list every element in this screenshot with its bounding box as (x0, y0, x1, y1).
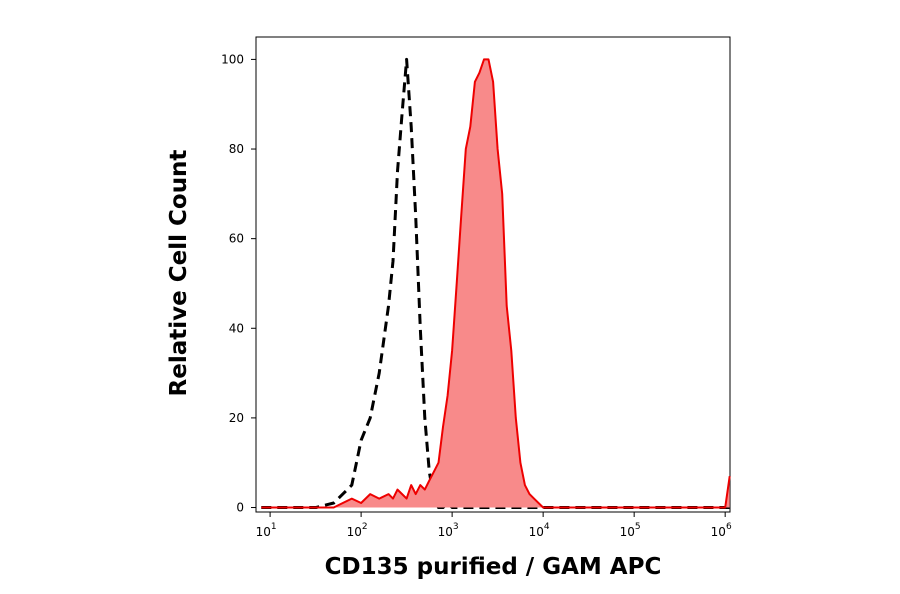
x-tick-label: 103 (438, 522, 459, 539)
y-tick-label: 0 (236, 501, 244, 515)
x-tick-base: 10 (711, 525, 726, 539)
x-tick-label: 102 (347, 522, 368, 539)
x-tick-label: 105 (620, 522, 641, 539)
x-tick-base: 10 (620, 525, 635, 539)
y-tick-label: 20 (229, 411, 244, 425)
x-tick-exponent: 5 (635, 522, 641, 532)
x-tick-exponent: 2 (362, 522, 368, 532)
y-axis-title: Relative Cell Count (166, 150, 192, 397)
x-tick-label: 106 (711, 522, 732, 539)
histogram-line (261, 58, 731, 509)
area-fill (261, 59, 730, 508)
y-tick-label: 60 (229, 232, 244, 246)
x-tick-exponent: 6 (726, 522, 732, 532)
x-tick-exponent: 3 (453, 522, 459, 532)
plot-frame (255, 36, 731, 513)
y-tick-label: 40 (229, 321, 244, 335)
x-tick-base: 10 (529, 525, 544, 539)
y-tick-label: 100 (221, 52, 244, 66)
y-tick-label: 80 (229, 142, 244, 156)
x-tick-base: 10 (438, 525, 453, 539)
x-tick-label: 101 (256, 522, 277, 539)
x-tick-base: 10 (256, 525, 271, 539)
x-tick-exponent: 4 (544, 522, 550, 532)
x-tick-exponent: 1 (271, 522, 277, 532)
x-tick-label: 104 (529, 522, 550, 539)
x-axis-title: CD135 purified / GAM APC (325, 554, 662, 580)
x-tick-base: 10 (347, 525, 362, 539)
